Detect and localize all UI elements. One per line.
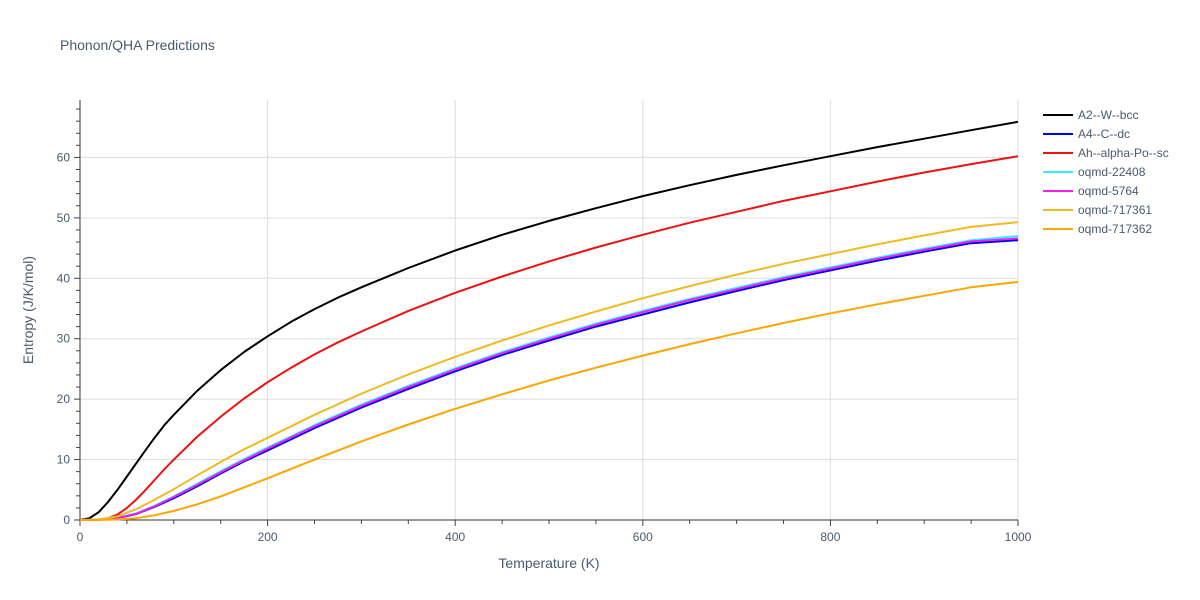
series-line-oqmd-5764 [79,237,1019,521]
y-tick-label-20: 20 [57,392,71,406]
x-tick-label-200: 200 [258,530,278,544]
y-tick-label-40: 40 [57,271,71,285]
x-tick-label-0: 0 [77,530,84,544]
x-axis-title: Temperature (K) [498,555,599,571]
series-line-ah-alpha-po-sc [79,155,1019,521]
series-line-oqmd-717361 [79,221,1019,521]
x-tick-label-400: 400 [445,530,465,544]
legend-label-ah-alpha-po-sc: Ah--alpha-Po--sc [1078,146,1169,160]
legend-label-a2-w-bcc: A2--W--bcc [1078,108,1138,122]
legend-label-oqmd-5764: oqmd-5764 [1078,184,1139,198]
y-tick-label-30: 30 [57,332,71,346]
x-tick-label-1000: 1000 [1005,530,1032,544]
series-line-a2-w-bcc [79,120,1019,521]
y-tick-label-0: 0 [63,513,70,527]
legend-label-oqmd-717361: oqmd-717361 [1078,203,1152,217]
legend-label-a4-c-dc: A4--C--dc [1078,127,1130,141]
x-tick-label-800: 800 [820,530,840,544]
x-tick-label-600: 600 [633,530,653,544]
legend-label-oqmd-22408: oqmd-22408 [1078,165,1146,179]
y-tick-label-50: 50 [57,211,71,225]
series-line-oqmd-717362 [79,280,1019,521]
y-tick-label-10: 10 [57,453,71,467]
y-tick-label-60: 60 [57,150,71,164]
chart-title: Phonon/QHA Predictions [60,37,215,53]
legend-label-oqmd-717362: oqmd-717362 [1078,222,1152,236]
y-axis-title: Entropy (J/K/mol) [20,256,36,364]
